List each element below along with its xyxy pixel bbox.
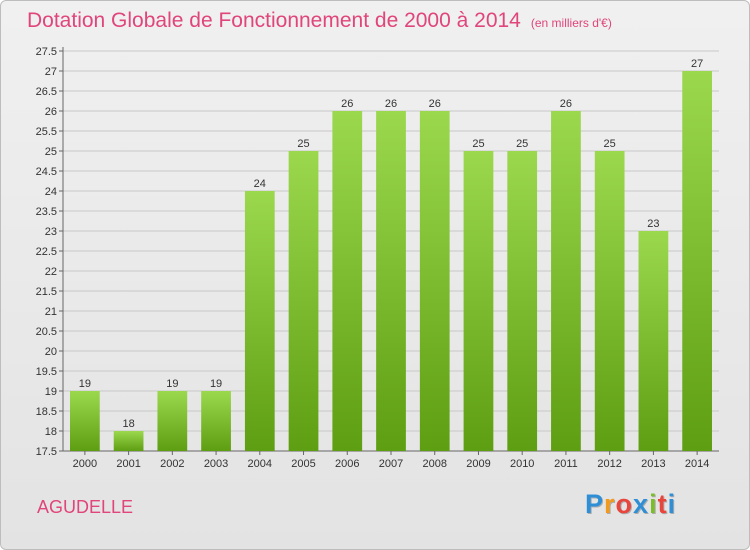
logo-letter: P (585, 489, 605, 519)
x-tick-label: 2010 (510, 458, 534, 470)
x-tick-label: 2006 (335, 458, 359, 470)
bar (201, 391, 231, 451)
bar (113, 431, 144, 451)
x-tick-label: 2014 (685, 458, 709, 470)
x-tick-label: 2011 (554, 458, 578, 470)
proxiti-logo: Proxiti (585, 489, 676, 520)
y-tick-label: 18 (45, 426, 57, 438)
y-tick-label: 22 (45, 266, 57, 278)
data-label: 26 (385, 98, 397, 110)
y-tick-label: 20 (45, 346, 57, 358)
bar (463, 151, 494, 451)
y-tick-label: 19.5 (36, 366, 57, 378)
bar (551, 111, 581, 451)
x-tick-label: 2003 (204, 458, 228, 470)
y-tick-label: 23 (45, 226, 57, 238)
y-tick-label: 25.5 (36, 126, 57, 138)
y-tick-label: 25 (45, 146, 57, 158)
data-label: 19 (79, 378, 91, 390)
x-tick-label: 2004 (248, 458, 272, 470)
x-tick-label: 2002 (160, 458, 184, 470)
bar (594, 151, 625, 451)
chart-title-text: Dotation Globale de Fonctionnement de 20… (27, 9, 521, 32)
data-label: 27 (691, 58, 703, 70)
y-tick-label: 19 (45, 386, 57, 398)
y-tick-label: 26 (45, 106, 57, 118)
chart-title: Dotation Globale de Fonctionnement de 20… (27, 9, 612, 33)
bar (419, 111, 450, 451)
logo-letter: x (633, 489, 650, 519)
data-label: 25 (604, 138, 616, 150)
y-tick-label: 24.5 (36, 166, 57, 178)
bar (507, 151, 538, 451)
y-tick-label: 27 (45, 66, 57, 78)
y-tick-label: 26.5 (36, 86, 57, 98)
data-label: 25 (516, 138, 528, 150)
y-tick-label: 22.5 (36, 246, 57, 258)
bar (376, 111, 406, 451)
logo-letter: t (657, 489, 668, 519)
commune-name: AGUDELLE (37, 497, 134, 517)
x-tick-label: 2000 (73, 458, 97, 470)
data-label: 26 (429, 98, 441, 110)
bar (332, 111, 363, 451)
x-tick-label: 2008 (422, 458, 446, 470)
logo-letter: o (615, 489, 634, 519)
y-tick-label: 17.5 (36, 446, 57, 458)
y-tick-label: 20.5 (36, 326, 57, 338)
bar (157, 391, 188, 451)
y-tick-label: 27.5 (36, 46, 57, 58)
logo-letter: i (667, 489, 677, 519)
x-tick-label: 2005 (291, 458, 315, 470)
data-label: 24 (254, 178, 266, 190)
bar (288, 151, 319, 451)
bar (682, 71, 713, 451)
y-tick-label: 18.5 (36, 406, 57, 418)
x-tick-label: 2009 (466, 458, 490, 470)
logo-letter: r (604, 489, 616, 519)
bar (69, 391, 100, 451)
bar (244, 191, 275, 451)
x-tick-label: 2001 (116, 458, 140, 470)
y-tick-label: 24 (45, 186, 57, 198)
x-tick-label: 2012 (597, 458, 621, 470)
data-label: 25 (472, 138, 484, 150)
y-tick-label: 23.5 (36, 206, 57, 218)
bar (638, 231, 669, 451)
data-label: 18 (122, 418, 134, 430)
data-label: 19 (166, 378, 178, 390)
data-label: 25 (297, 138, 309, 150)
data-label: 26 (341, 98, 353, 110)
chart-unit: (en milliers d'€) (530, 16, 612, 30)
x-tick-label: 2007 (379, 458, 403, 470)
data-label: 19 (210, 378, 222, 390)
data-label: 23 (647, 218, 659, 230)
data-label: 26 (560, 98, 572, 110)
x-tick-label: 2013 (641, 458, 665, 470)
y-tick-label: 21.5 (36, 286, 57, 298)
y-tick-label: 21 (45, 306, 57, 318)
logo-letter: i (649, 489, 658, 519)
